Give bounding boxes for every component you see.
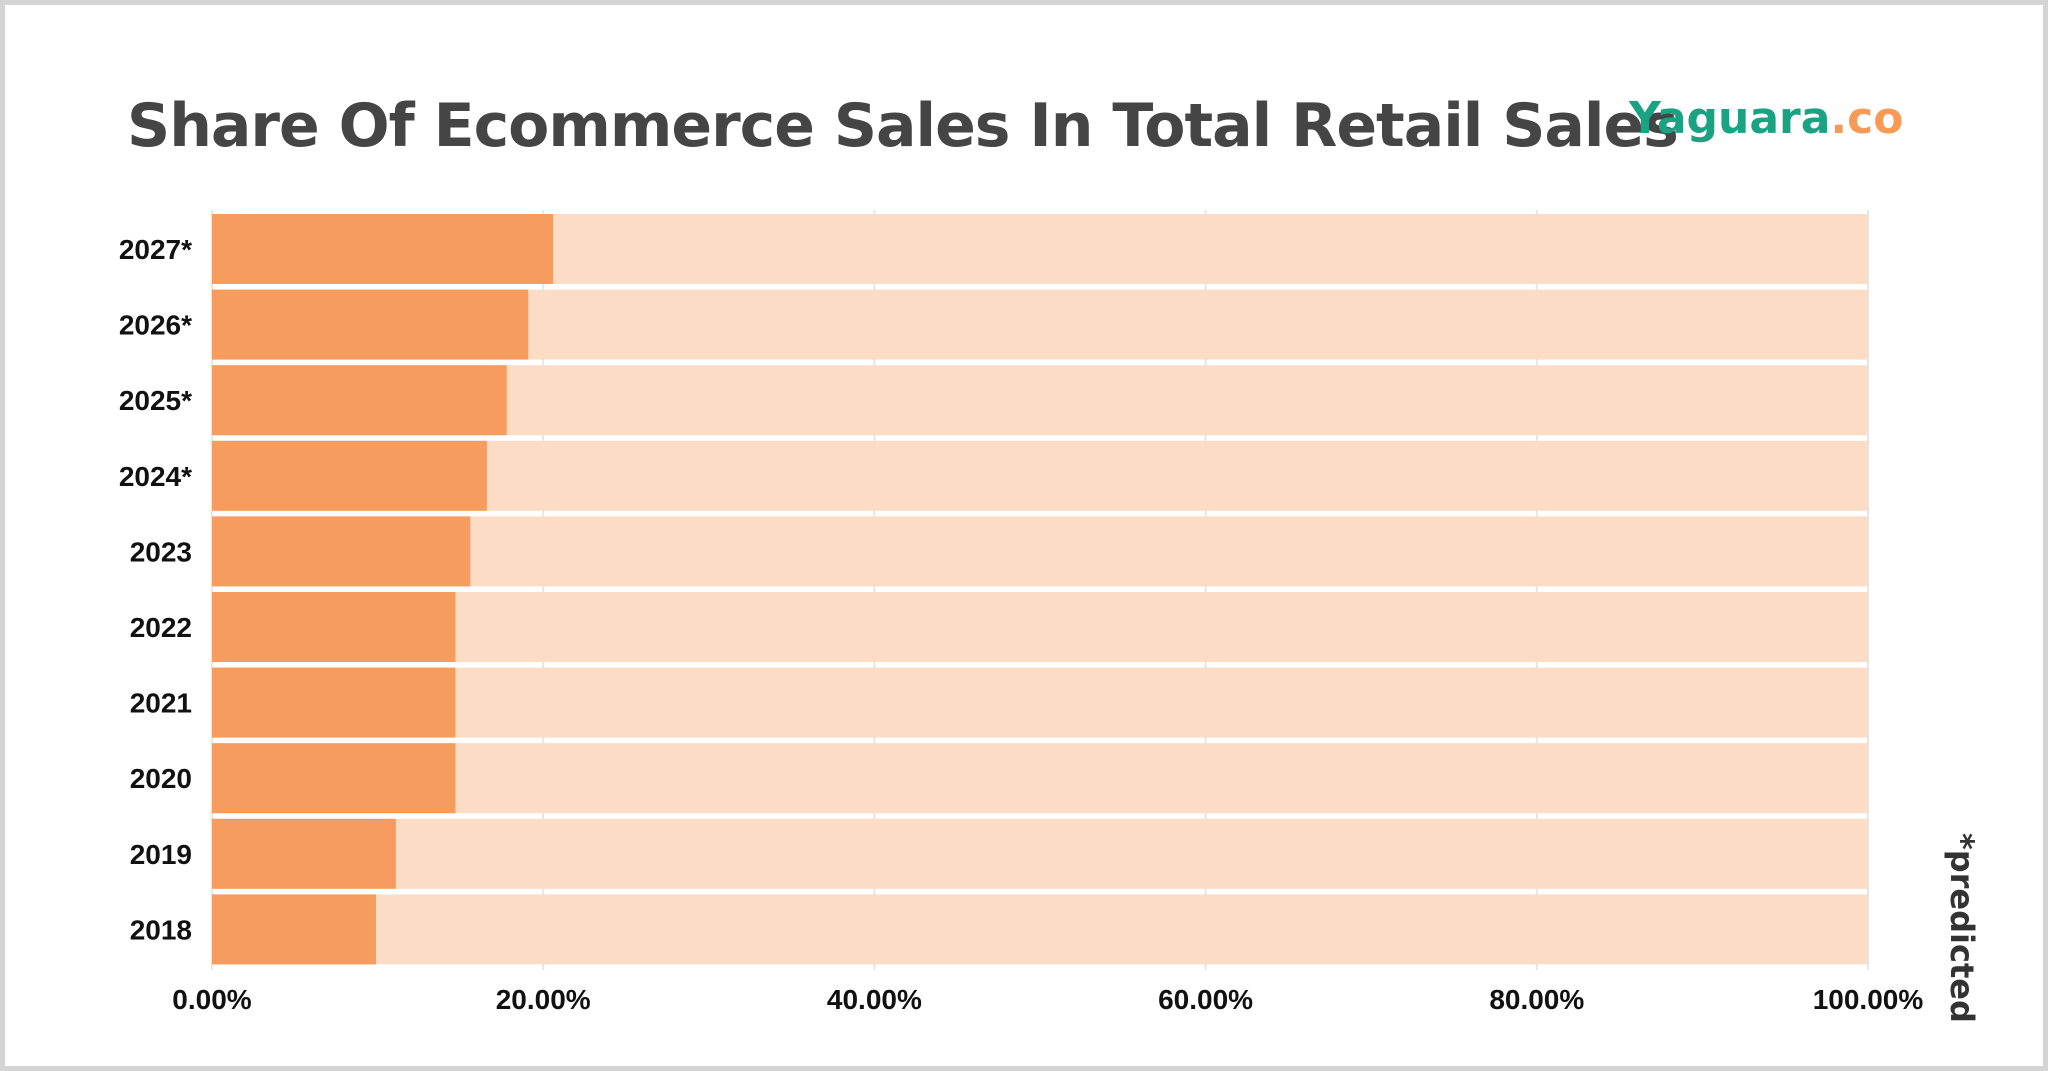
category-labels: 2027* 2026* 2025* 2024* 2023 2022 2021 2020 2019… bbox=[119, 234, 192, 945]
x-tick-label-3: 60.00% bbox=[1158, 984, 1253, 1015]
bar-track-5 bbox=[212, 592, 1868, 662]
x-tick-label-4: 80.00% bbox=[1489, 984, 1584, 1015]
category-label-7: 2020 bbox=[130, 763, 192, 794]
x-tick-label-0: 0.00% bbox=[172, 984, 251, 1015]
bar-2 bbox=[212, 365, 507, 436]
x-axis-ticks: 0.00% 20.00% 40.00% 60.00% 80.00% 100.00% bbox=[172, 984, 1923, 1015]
category-label-5: 2022 bbox=[130, 612, 192, 643]
category-label-8: 2019 bbox=[130, 839, 192, 870]
logo-name: Yaguara bbox=[1629, 93, 1831, 144]
bar-track-6 bbox=[212, 667, 1868, 738]
category-label-2: 2025* bbox=[119, 385, 192, 416]
category-label-3: 2024* bbox=[119, 461, 192, 492]
chart-title: Share Of Ecommerce Sales In Total Retail… bbox=[127, 91, 1679, 161]
bar-8 bbox=[212, 818, 396, 889]
bar-9 bbox=[212, 894, 376, 965]
category-label-4: 2023 bbox=[130, 536, 192, 567]
logo-tld: .co bbox=[1830, 93, 1904, 144]
bar-track-3 bbox=[212, 440, 1868, 511]
x-tick-label-2: 40.00% bbox=[827, 984, 922, 1015]
bar-4 bbox=[212, 516, 471, 587]
bar-track-9 bbox=[212, 894, 1868, 965]
bar-0 bbox=[212, 214, 554, 284]
bar-5 bbox=[212, 592, 456, 662]
category-label-1: 2026* bbox=[119, 310, 192, 341]
category-label-0: 2027* bbox=[119, 234, 192, 265]
yaguara-logo: Yaguara.co bbox=[1629, 93, 1903, 144]
bar-track-4 bbox=[212, 516, 1868, 587]
x-tick-label-1: 20.00% bbox=[496, 984, 591, 1015]
bar-1 bbox=[212, 289, 529, 360]
bar-6 bbox=[212, 667, 456, 738]
bar-7 bbox=[212, 743, 456, 814]
x-tick-label-5: 100.00% bbox=[1813, 984, 1924, 1015]
bars bbox=[212, 214, 1868, 965]
bar-track-8 bbox=[212, 818, 1868, 889]
bar-3 bbox=[212, 440, 487, 511]
category-label-9: 2018 bbox=[130, 914, 192, 945]
bar-track-7 bbox=[212, 743, 1868, 814]
category-label-6: 2021 bbox=[130, 688, 192, 719]
